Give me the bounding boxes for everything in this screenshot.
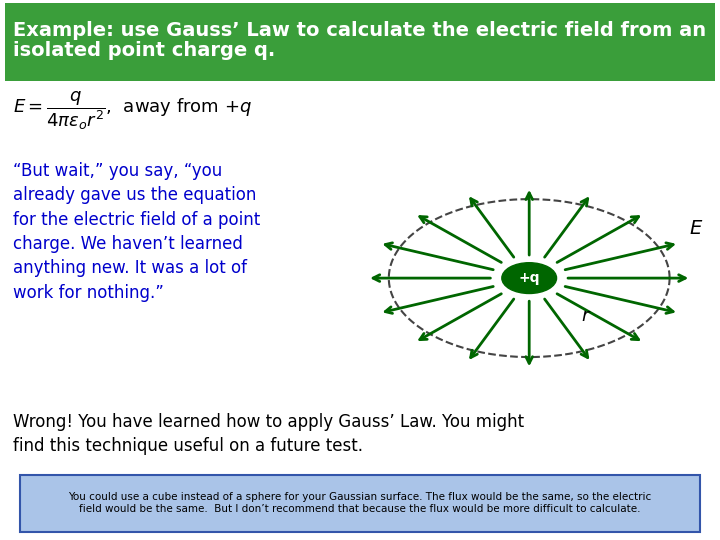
Text: “But wait,” you say, “you
already gave us the equation
for the electric field of: “But wait,” you say, “you already gave u… [13, 162, 260, 301]
Text: $E = \dfrac{q}{4\pi\varepsilon_o r^2}$,  away from $+q$: $E = \dfrac{q}{4\pi\varepsilon_o r^2}$, … [13, 89, 252, 132]
FancyBboxPatch shape [20, 475, 700, 532]
Text: isolated point charge q.: isolated point charge q. [13, 41, 275, 60]
Text: Example: use Gauss’ Law to calculate the electric field from an: Example: use Gauss’ Law to calculate the… [13, 21, 706, 39]
FancyBboxPatch shape [5, 3, 715, 81]
Ellipse shape [502, 263, 557, 294]
Text: You could use a cube instead of a sphere for your Gaussian surface. The flux wou: You could use a cube instead of a sphere… [68, 492, 652, 514]
Text: E: E [689, 219, 702, 238]
Text: +q: +q [518, 271, 540, 285]
Text: r: r [582, 307, 589, 325]
Text: Wrong! You have learned how to apply Gauss’ Law. You might
find this technique u: Wrong! You have learned how to apply Gau… [13, 413, 524, 455]
